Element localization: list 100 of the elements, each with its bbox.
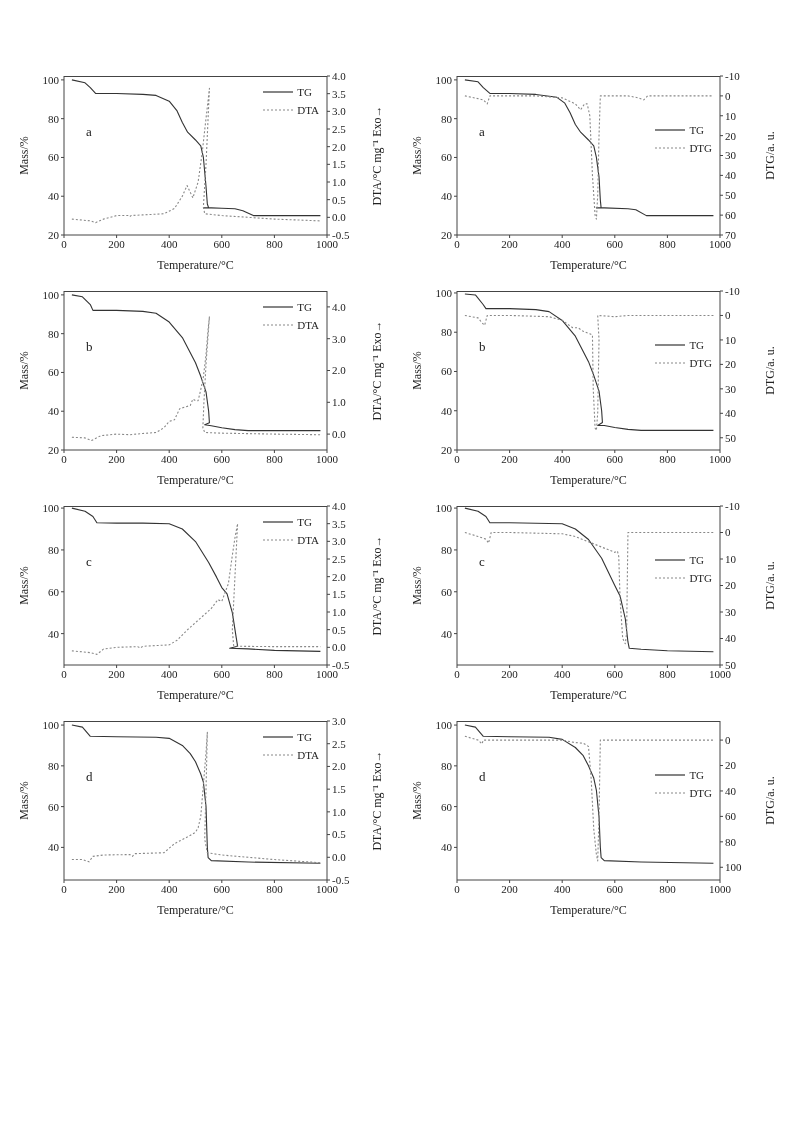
y-axis-title: Mass/% — [410, 136, 425, 175]
y-tick-label: 100 — [435, 286, 453, 299]
y-tick-label: 40 — [48, 627, 60, 640]
y2-tick-label: -10 — [725, 69, 741, 82]
y-tick-label: 100 — [42, 718, 60, 731]
line-series — [71, 294, 321, 432]
y2-tick-label: 0.0 — [332, 641, 347, 654]
x-tick-label: 800 — [266, 237, 284, 250]
x-tick-label: 600 — [213, 237, 231, 250]
annotation: b — [479, 338, 486, 355]
y2-tick-label: 1.5 — [332, 588, 347, 601]
legend-label: DTA — [297, 534, 319, 546]
x-tick-label: 200 — [108, 452, 126, 465]
x-tick-label: 800 — [659, 882, 677, 895]
y2-tick-label: 3.0 — [332, 332, 347, 345]
y-tick-label: 40 — [441, 841, 453, 854]
x-tick-label: 400 — [160, 452, 178, 465]
x-tick-label: 200 — [108, 882, 126, 895]
x-axis-title: Temperature/°C — [157, 903, 234, 917]
legend-label: TG — [297, 86, 312, 98]
x-tick-label: 400 — [553, 452, 571, 465]
x-tick-label: 400 — [553, 882, 571, 895]
y2-tick-label: 20 — [725, 579, 737, 592]
x-tick-label: 800 — [659, 452, 677, 465]
x-tick-label: 0 — [61, 452, 68, 465]
line-series — [464, 293, 714, 431]
y2-tick-label: 3.0 — [332, 535, 347, 548]
y-tick-label: 60 — [441, 585, 453, 598]
y2-tick-label: 70 — [725, 228, 737, 241]
line-series — [464, 507, 714, 653]
y-tick-label: 100 — [42, 502, 60, 514]
y-tick-label: 60 — [48, 585, 60, 598]
y-tick-label: 40 — [48, 405, 60, 418]
y2-tick-label: 2.5 — [332, 737, 347, 750]
y-tick-label: 80 — [441, 112, 453, 125]
y2-tick-label: 40 — [725, 632, 737, 645]
y2-tick-label: 0 — [725, 526, 731, 539]
y2-axis-title: DTG/a. u. — [763, 776, 778, 825]
legend-label: DTG — [689, 141, 712, 154]
y-tick-label: 100 — [42, 73, 60, 86]
annotation: a — [479, 123, 485, 140]
x-axis-title: Temperature/°C — [550, 473, 627, 487]
y2-tick-label: 0.0 — [332, 851, 347, 864]
x-tick-label: 0 — [454, 882, 461, 895]
annotation: c — [86, 553, 92, 570]
y-tick-label: 60 — [48, 366, 60, 379]
annotation: b — [86, 338, 93, 355]
x-tick-label: 0 — [454, 237, 461, 250]
annotation: c — [479, 553, 485, 570]
x-tick-label: 600 — [213, 882, 231, 895]
x-tick-label: 400 — [160, 237, 178, 250]
y2-tick-label: 50 — [725, 189, 737, 202]
y-tick-label: 80 — [441, 326, 453, 339]
y2-tick-label: 1.0 — [332, 175, 347, 188]
x-tick-label: 200 — [108, 237, 126, 250]
x-tick-label: 600 — [606, 667, 624, 680]
x-tick-label: 600 — [606, 452, 624, 465]
y2-tick-label: 0.5 — [332, 193, 347, 206]
y2-tick-label: 20 — [725, 358, 737, 371]
x-tick-label: 600 — [213, 667, 231, 680]
y2-tick-label: 4.0 — [332, 69, 347, 82]
y2-tick-label: 60 — [725, 209, 737, 222]
x-axis-title: Temperature/°C — [157, 258, 234, 272]
y2-tick-label: -0.5 — [332, 228, 350, 241]
y-tick-label: 60 — [441, 151, 453, 164]
legend-label: DTA — [297, 749, 319, 761]
y2-tick-label: 0.0 — [332, 211, 347, 224]
y2-tick-label: 30 — [725, 382, 737, 395]
y2-tick-label: 2.0 — [332, 570, 347, 583]
legend-label: DTG — [689, 786, 712, 799]
y2-axis-title: DTG/a. u. — [763, 131, 778, 180]
annotation: d — [86, 768, 93, 785]
x-tick-label: 0 — [61, 237, 68, 250]
y-tick-label: 20 — [441, 228, 453, 241]
y2-tick-label: 50 — [725, 658, 737, 671]
x-tick-label: 800 — [266, 882, 284, 895]
annotation: a — [86, 123, 92, 140]
y2-tick-label: 30 — [725, 605, 737, 618]
line-series — [71, 315, 321, 442]
x-axis-title: Temperature/°C — [550, 903, 627, 917]
y2-tick-label: 1.5 — [332, 783, 347, 796]
legend-label: TG — [689, 123, 705, 136]
annotation: d — [479, 768, 486, 785]
y2-tick-label: -10 — [725, 499, 741, 512]
y2-tick-label: 40 — [725, 407, 737, 420]
y2-tick-label: 2.5 — [332, 122, 347, 135]
y-tick-label: 80 — [441, 543, 453, 556]
legend-label: DTG — [689, 356, 712, 369]
y2-tick-label: 30 — [725, 149, 737, 162]
x-axis-title: Temperature/°C — [157, 688, 234, 702]
y2-tick-label: 3.5 — [332, 517, 347, 530]
y-tick-label: 40 — [48, 190, 60, 203]
x-tick-label: 200 — [501, 882, 519, 895]
y-axis-title: Mass/% — [17, 566, 32, 605]
y2-axis-title: DTA/°C mg⁻¹ Exo→ — [370, 535, 385, 636]
y-tick-label: 40 — [441, 404, 453, 417]
y2-tick-label: 60 — [725, 810, 737, 823]
y2-tick-label: 1.5 — [332, 158, 347, 171]
x-tick-label: 800 — [266, 452, 284, 465]
y2-tick-label: 40 — [725, 169, 737, 182]
